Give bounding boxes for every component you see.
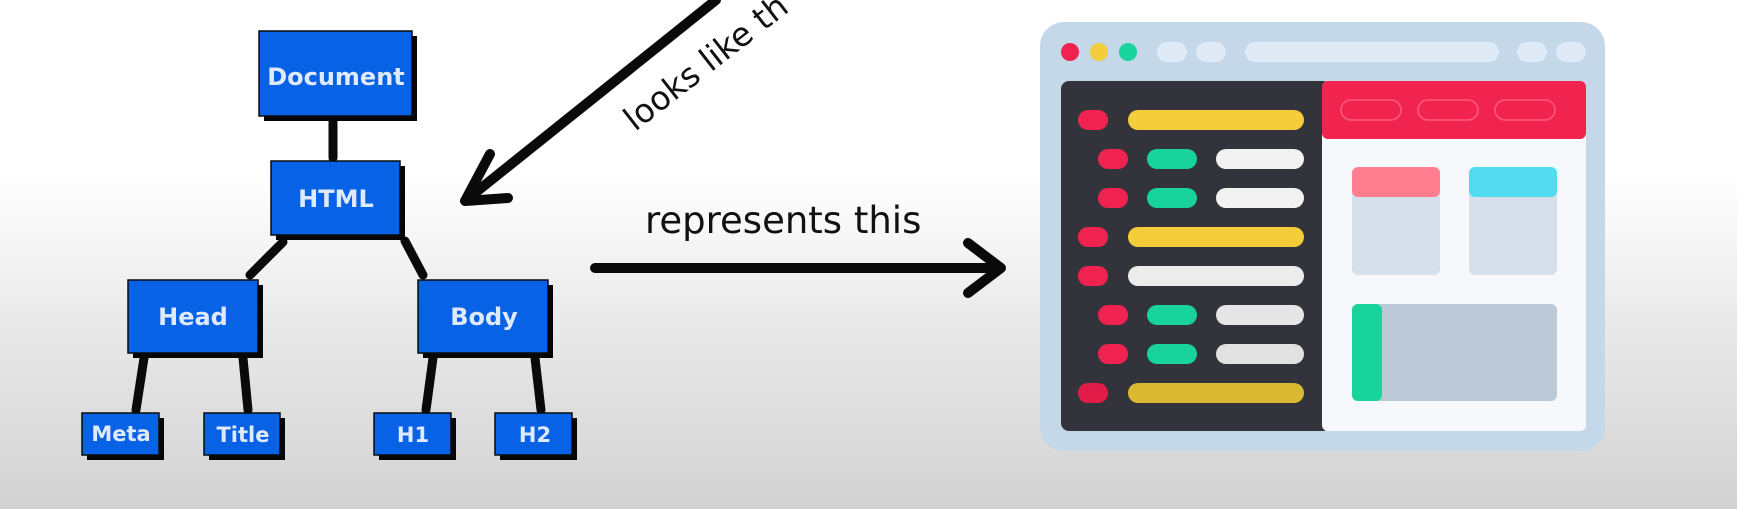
render-header-pill-1: [1340, 99, 1402, 121]
node-h1-label: H1: [397, 423, 429, 447]
code-line-2-tag: [1147, 149, 1197, 169]
window-dot-yellow-icon: [1090, 43, 1108, 61]
node-head-box: [127, 279, 259, 354]
code-line-2-marker: [1098, 149, 1128, 169]
looks-like-arrow-head: [460, 149, 513, 206]
card-left-header: [1352, 167, 1440, 197]
card-right-header: [1469, 167, 1557, 197]
node-meta: Meta: [81, 412, 164, 460]
node-head-label: Head: [158, 303, 228, 331]
connector-head-title: [238, 353, 253, 415]
code-line-8-bar: [1128, 383, 1304, 403]
code-line-3-bar: [1216, 188, 1304, 208]
tab-pill-1: [1157, 42, 1187, 62]
tab-pill-2: [1196, 42, 1226, 62]
connector-body-h2: [530, 353, 546, 415]
node-document: Document: [258, 30, 417, 121]
node-body-label: Body: [450, 303, 518, 331]
code-line-7-tag: [1147, 344, 1197, 364]
looks-like-label: looks like th: [616, 0, 795, 138]
address-bar: [1245, 42, 1499, 62]
window-dot-red-icon: [1061, 43, 1079, 61]
node-title-box: [203, 412, 281, 456]
node-h2-label: H2: [519, 423, 551, 447]
node-title: Title: [203, 412, 285, 460]
node-title-label: Title: [216, 423, 269, 447]
code-line-2-bar: [1216, 149, 1304, 169]
code-line-5-marker: [1078, 266, 1108, 286]
represents-arrow-head: [963, 238, 1006, 298]
render-header-pill-2: [1417, 99, 1479, 121]
code-panel: [1061, 81, 1331, 431]
render-header-pill-3: [1494, 99, 1556, 121]
node-html-label: HTML: [298, 185, 374, 213]
node-h1-box: [373, 412, 452, 456]
render-panel-header: [1322, 81, 1586, 139]
node-head: Head: [127, 279, 263, 358]
code-line-1-marker: [1078, 110, 1108, 130]
code-line-8-marker: [1078, 383, 1108, 403]
node-meta-box: [81, 412, 160, 456]
code-line-6-marker: [1098, 305, 1128, 325]
wide-card: [1352, 304, 1557, 401]
code-line-4-bar: [1128, 227, 1304, 247]
code-line-6-tag: [1147, 305, 1197, 325]
code-line-3-marker: [1098, 188, 1128, 208]
connector-html-head: [245, 237, 288, 280]
code-line-7-marker: [1098, 344, 1128, 364]
node-h2-box: [494, 412, 573, 456]
looks-like-arrow: [460, 0, 721, 206]
node-h1: H1: [373, 412, 456, 460]
looks-like-arrow-shaft: [465, 0, 721, 202]
code-line-6-bar: [1216, 305, 1304, 325]
tree-connectors: [131, 115, 546, 415]
window-dot-green-icon: [1119, 43, 1137, 61]
node-html-box: [270, 160, 401, 236]
wide-card-accent: [1352, 304, 1382, 401]
code-line-3-tag: [1147, 188, 1197, 208]
node-body: Body: [417, 279, 553, 358]
code-line-1-bar: [1128, 110, 1304, 130]
node-body-box: [417, 279, 549, 354]
browser-window-illustration: [1040, 22, 1605, 451]
represents-label: represents this: [645, 199, 921, 242]
node-meta-label: Meta: [91, 422, 150, 446]
node-h2: H2: [494, 412, 577, 460]
toolbar-pill-2: [1556, 42, 1586, 62]
connector-body-h1: [421, 353, 438, 415]
code-line-7-bar: [1216, 344, 1304, 364]
represents-arrow: [590, 238, 1006, 298]
node-document-label: Document: [267, 63, 405, 91]
toolbar-pill-1: [1517, 42, 1547, 62]
code-lines: [1078, 110, 1304, 403]
connector-html-body: [400, 236, 428, 280]
node-document-box: [258, 30, 413, 117]
connector-head-meta: [131, 353, 149, 415]
code-line-5-bar: [1128, 266, 1304, 286]
code-line-4-marker: [1078, 227, 1108, 247]
node-html: HTML: [270, 160, 405, 240]
